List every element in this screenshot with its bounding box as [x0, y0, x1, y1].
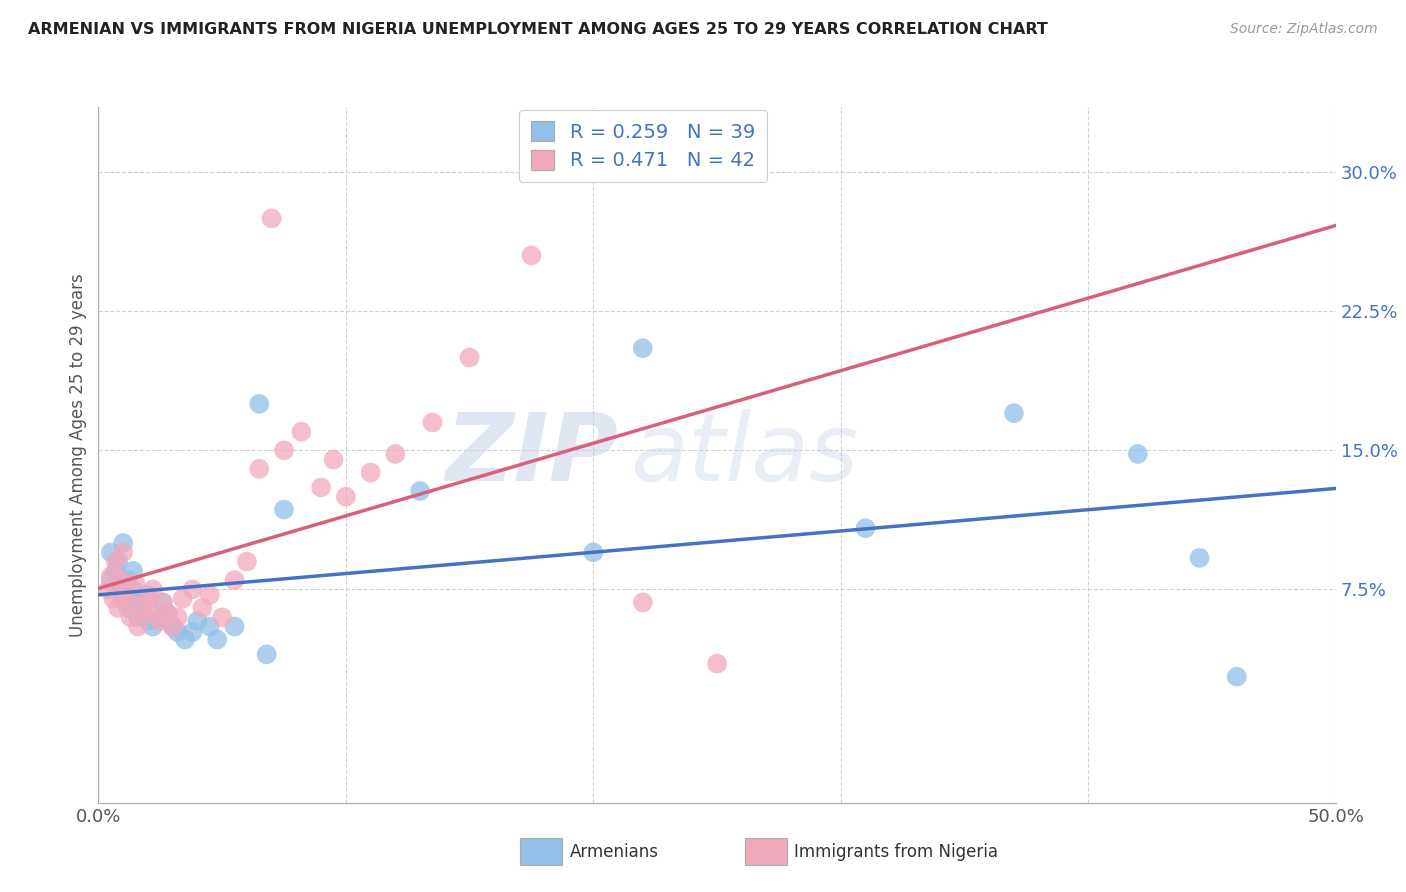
- Point: [156, 607, 179, 621]
- Point: [114, 588, 136, 602]
- Point: [166, 625, 188, 640]
- Point: [290, 425, 312, 439]
- Point: [520, 248, 543, 262]
- Point: [631, 341, 654, 355]
- Point: [110, 582, 132, 597]
- Y-axis label: Unemployment Among Ages 25 to 29 years: Unemployment Among Ages 25 to 29 years: [69, 273, 87, 637]
- Point: [110, 573, 132, 587]
- Point: [186, 614, 208, 628]
- Point: [1002, 406, 1025, 420]
- Point: [198, 619, 221, 633]
- Point: [322, 452, 344, 467]
- Point: [855, 521, 877, 535]
- Point: [1226, 670, 1249, 684]
- Point: [422, 416, 444, 430]
- Point: [103, 591, 125, 606]
- Point: [124, 591, 146, 606]
- Text: Immigrants from Nigeria: Immigrants from Nigeria: [794, 843, 998, 861]
- Point: [104, 564, 127, 578]
- Point: [136, 591, 159, 606]
- Point: [162, 619, 184, 633]
- Point: [107, 601, 129, 615]
- Point: [149, 614, 172, 628]
- Point: [166, 610, 188, 624]
- Point: [409, 484, 432, 499]
- Text: Source: ZipAtlas.com: Source: ZipAtlas.com: [1230, 22, 1378, 37]
- Point: [112, 545, 135, 559]
- Point: [100, 545, 122, 559]
- Point: [142, 582, 165, 597]
- Point: [142, 619, 165, 633]
- Point: [181, 625, 204, 640]
- Point: [706, 657, 728, 671]
- Text: atlas: atlas: [630, 409, 859, 500]
- Point: [198, 588, 221, 602]
- Point: [211, 610, 233, 624]
- Point: [122, 582, 145, 597]
- Point: [360, 466, 382, 480]
- Point: [582, 545, 605, 559]
- Point: [273, 443, 295, 458]
- Point: [97, 582, 120, 597]
- Point: [631, 595, 654, 609]
- Point: [100, 569, 122, 583]
- Point: [260, 211, 283, 226]
- Point: [136, 614, 159, 628]
- Point: [224, 573, 246, 587]
- Point: [152, 595, 174, 609]
- Text: Armenians: Armenians: [569, 843, 658, 861]
- Point: [117, 595, 139, 609]
- Point: [120, 610, 142, 624]
- Point: [174, 632, 197, 647]
- Point: [132, 601, 155, 615]
- Point: [127, 610, 149, 624]
- Point: [117, 573, 139, 587]
- Point: [132, 601, 155, 615]
- Point: [112, 536, 135, 550]
- Point: [458, 351, 481, 365]
- Point: [335, 490, 357, 504]
- Point: [1188, 550, 1211, 565]
- Point: [1126, 447, 1149, 461]
- Point: [224, 619, 246, 633]
- Point: [236, 555, 259, 569]
- Legend: R = 0.259   N = 39, R = 0.471   N = 42: R = 0.259 N = 39, R = 0.471 N = 42: [519, 110, 766, 182]
- Point: [172, 591, 194, 606]
- Point: [384, 447, 406, 461]
- Point: [247, 462, 270, 476]
- Point: [309, 480, 332, 494]
- Point: [247, 397, 270, 411]
- Point: [139, 607, 162, 621]
- Point: [273, 502, 295, 516]
- Point: [104, 555, 127, 569]
- Text: ZIP: ZIP: [446, 409, 619, 501]
- Point: [117, 601, 139, 615]
- Point: [156, 607, 179, 621]
- Point: [205, 632, 228, 647]
- Point: [124, 577, 146, 591]
- Point: [112, 591, 135, 606]
- Point: [256, 648, 278, 662]
- Point: [149, 610, 172, 624]
- Point: [136, 588, 159, 602]
- Point: [181, 582, 204, 597]
- Point: [191, 601, 214, 615]
- Point: [107, 555, 129, 569]
- Text: ARMENIAN VS IMMIGRANTS FROM NIGERIA UNEMPLOYMENT AMONG AGES 25 TO 29 YEARS CORRE: ARMENIAN VS IMMIGRANTS FROM NIGERIA UNEM…: [28, 22, 1047, 37]
- Point: [127, 619, 149, 633]
- Point: [100, 573, 122, 587]
- Point: [162, 619, 184, 633]
- Point: [122, 564, 145, 578]
- Point: [152, 595, 174, 609]
